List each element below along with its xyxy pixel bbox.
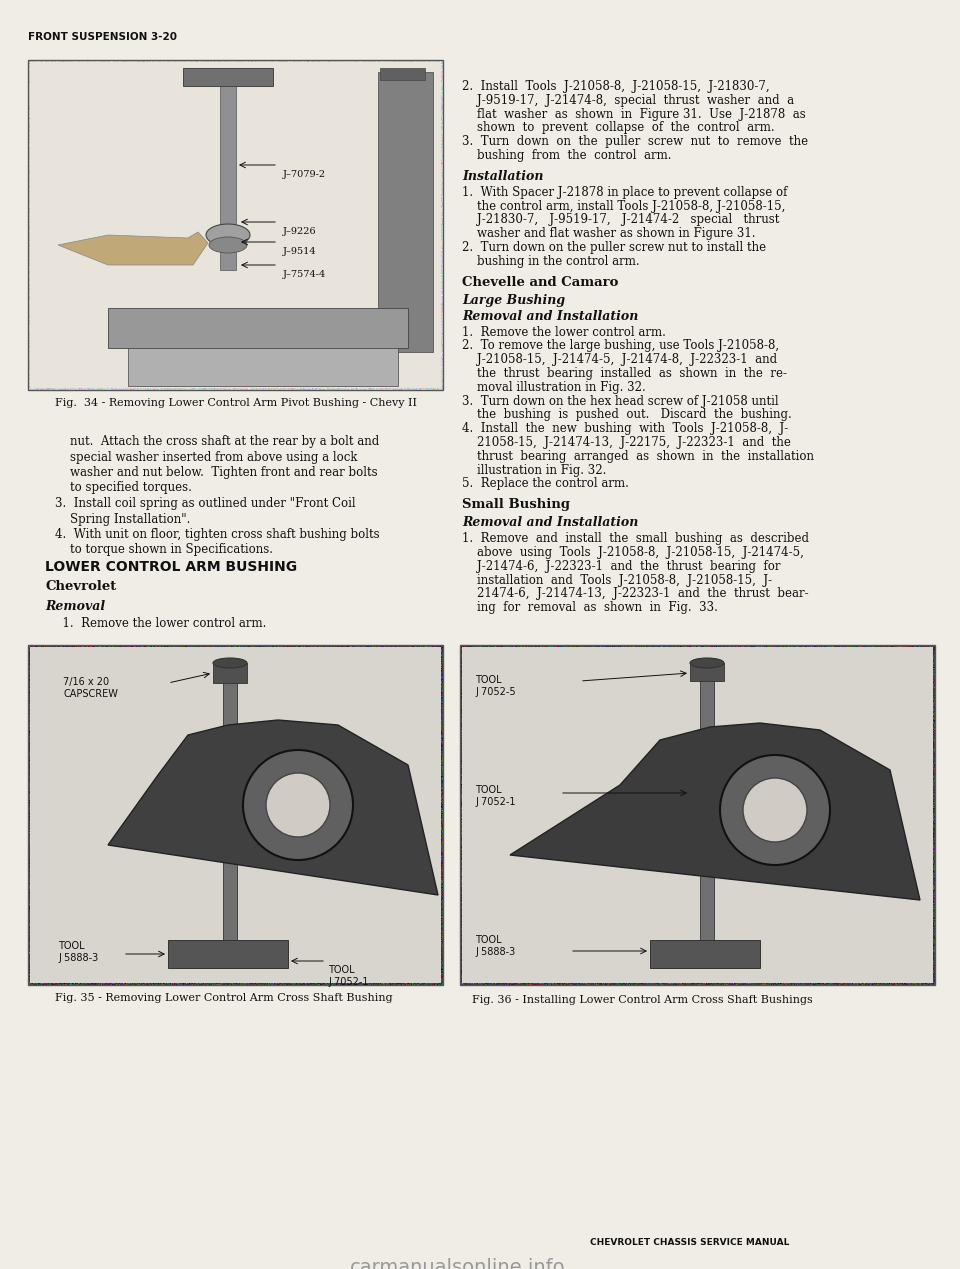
Text: Spring Installation".: Spring Installation". xyxy=(55,513,190,525)
Text: FRONT SUSPENSION 3-20: FRONT SUSPENSION 3-20 xyxy=(28,32,177,42)
Ellipse shape xyxy=(213,659,247,667)
Bar xyxy=(223,665,237,956)
Text: J 7052-5: J 7052-5 xyxy=(475,687,516,697)
Bar xyxy=(378,72,433,352)
Text: the  bushing  is  pushed  out.   Discard  the  bushing.: the bushing is pushed out. Discard the b… xyxy=(462,409,792,421)
Text: Fig. 36 - Installing Lower Control Arm Cross Shaft Bushings: Fig. 36 - Installing Lower Control Arm C… xyxy=(472,995,813,1005)
Text: CHEVROLET CHASSIS SERVICE MANUAL: CHEVROLET CHASSIS SERVICE MANUAL xyxy=(590,1239,789,1247)
Text: bushing  from  the  control  arm.: bushing from the control arm. xyxy=(462,148,671,162)
Text: J–7079-2: J–7079-2 xyxy=(283,170,326,179)
Text: Removal: Removal xyxy=(45,600,106,613)
Bar xyxy=(128,348,398,386)
Bar xyxy=(108,308,408,348)
Text: Fig.  34 - Removing Lower Control Arm Pivot Bushing - Chevy II: Fig. 34 - Removing Lower Control Arm Piv… xyxy=(55,398,417,409)
Text: TOOL: TOOL xyxy=(475,786,502,794)
Text: 4.  With unit on floor, tighten cross shaft bushing bolts: 4. With unit on floor, tighten cross sha… xyxy=(55,528,379,541)
Text: to specified torques.: to specified torques. xyxy=(55,481,192,495)
Bar xyxy=(168,940,288,968)
Ellipse shape xyxy=(690,659,724,667)
Text: J–7574-4: J–7574-4 xyxy=(283,270,326,279)
Text: 2.  Turn down on the puller screw nut to install the: 2. Turn down on the puller screw nut to … xyxy=(462,241,766,254)
Text: Chevrolet: Chevrolet xyxy=(45,580,116,593)
Text: J–9226: J–9226 xyxy=(283,227,317,236)
Text: bushing in the control arm.: bushing in the control arm. xyxy=(462,255,639,268)
Circle shape xyxy=(243,750,353,860)
Text: Removal and Installation: Removal and Installation xyxy=(462,516,638,529)
Text: moval illustration in Fig. 32.: moval illustration in Fig. 32. xyxy=(462,381,646,393)
Text: TOOL: TOOL xyxy=(58,942,84,950)
Text: Installation: Installation xyxy=(462,170,543,183)
Text: 2.  To remove the large bushing, use Tools J-21058-8,: 2. To remove the large bushing, use Tool… xyxy=(462,339,780,353)
Bar xyxy=(700,665,714,956)
Text: the control arm, install Tools J-21058-8, J-21058-15,: the control arm, install Tools J-21058-8… xyxy=(462,199,785,213)
Text: TOOL: TOOL xyxy=(475,675,502,685)
Text: 1.  With Spacer J-21878 in place to prevent collapse of: 1. With Spacer J-21878 in place to preve… xyxy=(462,185,787,199)
Text: the  thrust  bearing  installed  as  shown  in  the  re-: the thrust bearing installed as shown in… xyxy=(462,367,787,379)
Text: flat  washer  as  shown  in  Figure 31.  Use  J-21878  as: flat washer as shown in Figure 31. Use J… xyxy=(462,108,805,121)
Text: LOWER CONTROL ARM BUSHING: LOWER CONTROL ARM BUSHING xyxy=(45,560,298,574)
Text: thrust  bearing  arranged  as  shown  in  the  installation: thrust bearing arranged as shown in the … xyxy=(462,449,814,463)
Text: 1.  Remove the lower control arm.: 1. Remove the lower control arm. xyxy=(462,326,666,339)
Text: J 7052-1: J 7052-1 xyxy=(328,977,369,987)
Text: 3.  Install coil spring as outlined under "Front Coil: 3. Install coil spring as outlined under… xyxy=(55,497,355,510)
Text: carmanualsonline.info: carmanualsonline.info xyxy=(350,1258,565,1269)
Bar xyxy=(28,645,443,985)
Text: to torque shown in Specifications.: to torque shown in Specifications. xyxy=(55,543,273,557)
Bar xyxy=(220,70,236,270)
Bar xyxy=(690,662,724,681)
Bar xyxy=(30,62,441,388)
Text: Large Bushing: Large Bushing xyxy=(462,293,565,307)
Text: Fig. 35 - Removing Lower Control Arm Cross Shaft Bushing: Fig. 35 - Removing Lower Control Arm Cro… xyxy=(55,994,393,1003)
Text: 7/16 x 20: 7/16 x 20 xyxy=(63,676,109,687)
Text: J 5888-3: J 5888-3 xyxy=(58,953,98,963)
Text: J 7052-1: J 7052-1 xyxy=(475,797,516,807)
Circle shape xyxy=(266,773,330,838)
Text: special washer inserted from above using a lock: special washer inserted from above using… xyxy=(55,450,357,463)
Text: 4.  Install  the  new  bushing  with  Tools  J-21058-8,  J-: 4. Install the new bushing with Tools J-… xyxy=(462,423,788,435)
Polygon shape xyxy=(58,232,208,265)
Text: 1.  Remove  and  install  the  small  bushing  as  described: 1. Remove and install the small bushing … xyxy=(462,532,809,546)
Text: shown  to  prevent  collapse  of  the  control  arm.: shown to prevent collapse of the control… xyxy=(462,122,775,135)
Ellipse shape xyxy=(209,237,247,253)
Ellipse shape xyxy=(206,225,250,246)
Text: illustration in Fig. 32.: illustration in Fig. 32. xyxy=(462,463,607,477)
Bar xyxy=(380,69,425,80)
Text: above  using  Tools  J-21058-8,  J-21058-15,  J-21474-5,: above using Tools J-21058-8, J-21058-15,… xyxy=(462,546,804,560)
Bar xyxy=(460,645,935,985)
Text: ing  for  removal  as  shown  in  Fig.  33.: ing for removal as shown in Fig. 33. xyxy=(462,602,718,614)
Text: washer and nut below.  Tighten front and rear bolts: washer and nut below. Tighten front and … xyxy=(55,466,377,478)
Text: 2.  Install  Tools  J-21058-8,  J-21058-15,  J-21830-7,: 2. Install Tools J-21058-8, J-21058-15, … xyxy=(462,80,770,93)
Polygon shape xyxy=(108,720,438,895)
Bar xyxy=(213,662,247,683)
Circle shape xyxy=(743,778,807,843)
Text: 21058-15,  J-21474-13,  J-22175,  J-22323-1  and  the: 21058-15, J-21474-13, J-22175, J-22323-1… xyxy=(462,437,791,449)
Bar xyxy=(462,647,933,983)
Text: 5.  Replace the control arm.: 5. Replace the control arm. xyxy=(462,477,629,490)
Text: J-21830-7,   J-9519-17,   J-21474-2   special   thrust: J-21830-7, J-9519-17, J-21474-2 special … xyxy=(462,213,780,226)
Text: 21474-6,  J-21474-13,  J-22323-1  and  the  thrust  bear-: 21474-6, J-21474-13, J-22323-1 and the t… xyxy=(462,588,808,600)
Text: Small Bushing: Small Bushing xyxy=(462,499,570,511)
Circle shape xyxy=(720,755,830,865)
Text: J 5888-3: J 5888-3 xyxy=(475,947,516,957)
Text: Removal and Installation: Removal and Installation xyxy=(462,310,638,322)
Bar xyxy=(30,647,441,983)
Bar xyxy=(28,60,443,390)
Text: CAPSCREW: CAPSCREW xyxy=(63,689,118,699)
Text: washer and flat washer as shown in Figure 31.: washer and flat washer as shown in Figur… xyxy=(462,227,756,240)
Text: TOOL: TOOL xyxy=(475,935,502,945)
Bar xyxy=(183,69,273,86)
Text: installation  and  Tools  J-21058-8,  J-21058-15,  J-: installation and Tools J-21058-8, J-2105… xyxy=(462,574,772,586)
Text: J-9519-17,  J-21474-8,  special  thrust  washer  and  a: J-9519-17, J-21474-8, special thrust was… xyxy=(462,94,794,107)
Text: 1.  Remove the lower control arm.: 1. Remove the lower control arm. xyxy=(55,617,266,629)
Polygon shape xyxy=(510,723,920,900)
Text: J–9514: J–9514 xyxy=(283,247,317,256)
Text: Chevelle and Camaro: Chevelle and Camaro xyxy=(462,275,618,288)
Text: nut.  Attach the cross shaft at the rear by a bolt and: nut. Attach the cross shaft at the rear … xyxy=(55,435,379,448)
Text: 3.  Turn down on the hex head screw of J-21058 until: 3. Turn down on the hex head screw of J-… xyxy=(462,395,779,407)
Text: J-21474-6,  J-22323-1  and  the  thrust  bearing  for: J-21474-6, J-22323-1 and the thrust bear… xyxy=(462,560,780,572)
Bar xyxy=(650,940,760,968)
Text: 3.  Turn  down  on  the  puller  screw  nut  to  remove  the: 3. Turn down on the puller screw nut to … xyxy=(462,136,808,148)
Text: J-21058-15,  J-21474-5,  J-21474-8,  J-22323-1  and: J-21058-15, J-21474-5, J-21474-8, J-2232… xyxy=(462,353,778,367)
Text: TOOL: TOOL xyxy=(328,964,354,975)
